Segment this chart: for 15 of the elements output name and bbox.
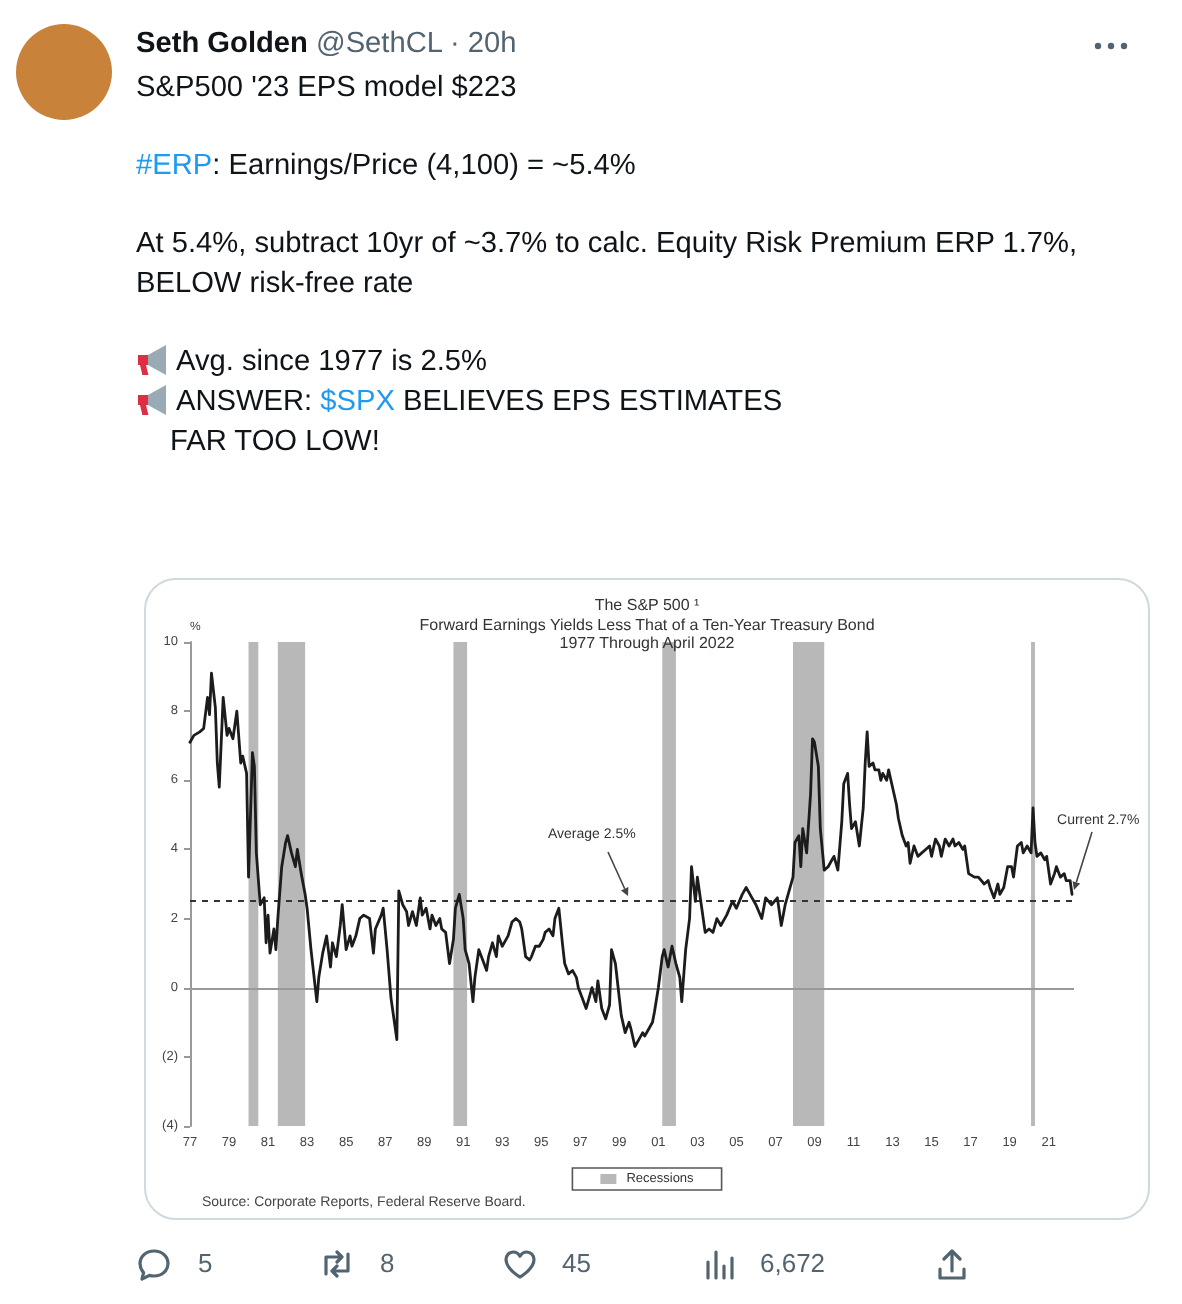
text: @SethCL · 20h [316, 26, 517, 64]
text: At 5.4%, subtract 10yr of ~3.7% to calc. Equity Risk Premium ERP 1.7%, [136, 226, 1078, 264]
text: ANSWER: $SPX BELIEVES EPS ESTIMATES [176, 384, 783, 422]
text: Avg. since 1977 is 2.5% [176, 344, 487, 382]
text: Seth Golden [136, 26, 308, 64]
text: FAR TOO LOW! [170, 424, 380, 462]
chart-subtitle: Forward Earnings Yields Less That of a Ten-Year Treasury Bond 1977 Through April 2022 [419, 616, 875, 652]
text: 6,672 [760, 1248, 826, 1280]
text: #ERP: Earnings/Price (4,100) = ~5.4% [136, 148, 636, 186]
chart-title: The S&P 500 ¹ [594, 596, 700, 614]
text: BELOW risk-free rate [136, 266, 414, 304]
text: 8 [380, 1248, 395, 1280]
text: 45 [562, 1248, 591, 1280]
text: S&P500 '23 EPS model $223 [136, 70, 517, 108]
text: 5 [198, 1248, 213, 1280]
